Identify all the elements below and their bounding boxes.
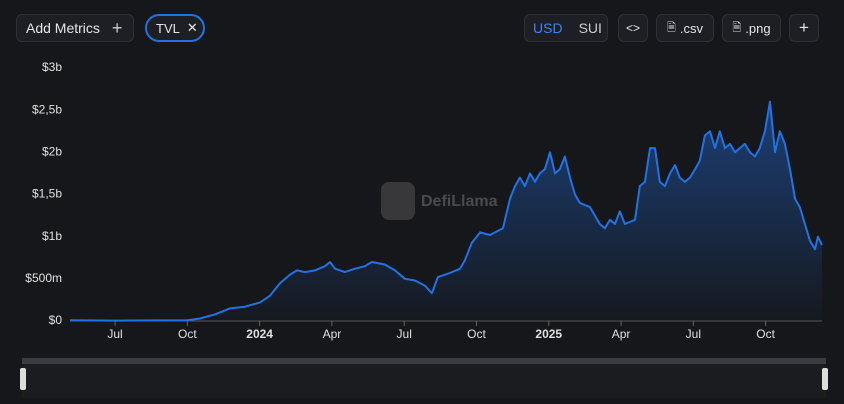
watermark: DefiLlama [381,182,498,220]
x-tick-label: 2025 [535,327,562,341]
add-button[interactable]: + [789,14,819,42]
y-tick-label: $0 [49,313,63,327]
x-tick-label: Jul [107,327,122,341]
x-tick-label: Oct [467,327,486,341]
brush-handle-right[interactable] [822,368,828,390]
add-metrics-label: Add Metrics [26,20,100,36]
x-tick-label: Jul [686,327,701,341]
png-button[interactable]: 🗎 .png [722,14,781,42]
plus-icon: + [111,17,123,38]
x-tick-label: 2024 [246,327,273,341]
brush-handle-left[interactable] [20,368,26,390]
png-label: .png [745,20,771,36]
watermark-text: DefiLlama [421,193,498,210]
tvl-chip[interactable]: TVL ✕ [145,14,205,42]
x-tick-label: Oct [178,327,197,341]
x-tick-label: Oct [756,327,775,341]
y-tick-label: $2,5b [32,102,62,116]
file-icon: 🗎 [667,21,676,34]
y-tick-label: $2b [42,145,62,159]
currency-usd[interactable]: USD [533,20,563,36]
y-tick-label: $1b [42,229,62,243]
y-tick-label: $500m [25,271,62,285]
currency-sui[interactable]: SUI [578,20,602,36]
y-tick-label: $3b [42,60,62,74]
file-icon: 🗎 [732,21,742,34]
tvl-label: TVL [156,20,180,36]
x-tick-label: Apr [323,327,342,341]
x-tick-label: Apr [612,327,631,341]
csv-label: .csv [679,20,703,36]
brush-bar[interactable] [22,358,826,364]
y-tick-label: $1,5b [32,187,62,201]
close-icon: ✕ [186,20,198,35]
csv-button[interactable]: 🗎 .csv [656,14,714,42]
brush-area [22,364,826,398]
embed-button[interactable]: <> [618,14,648,42]
line [69,100,823,322]
add-metrics-button[interactable]: Add Metrics + [16,14,134,42]
area-fill [70,101,822,321]
x-tick-label: Jul [397,327,412,341]
currency-toggle: USD SUI [524,14,608,42]
watermark-logo [381,182,415,220]
